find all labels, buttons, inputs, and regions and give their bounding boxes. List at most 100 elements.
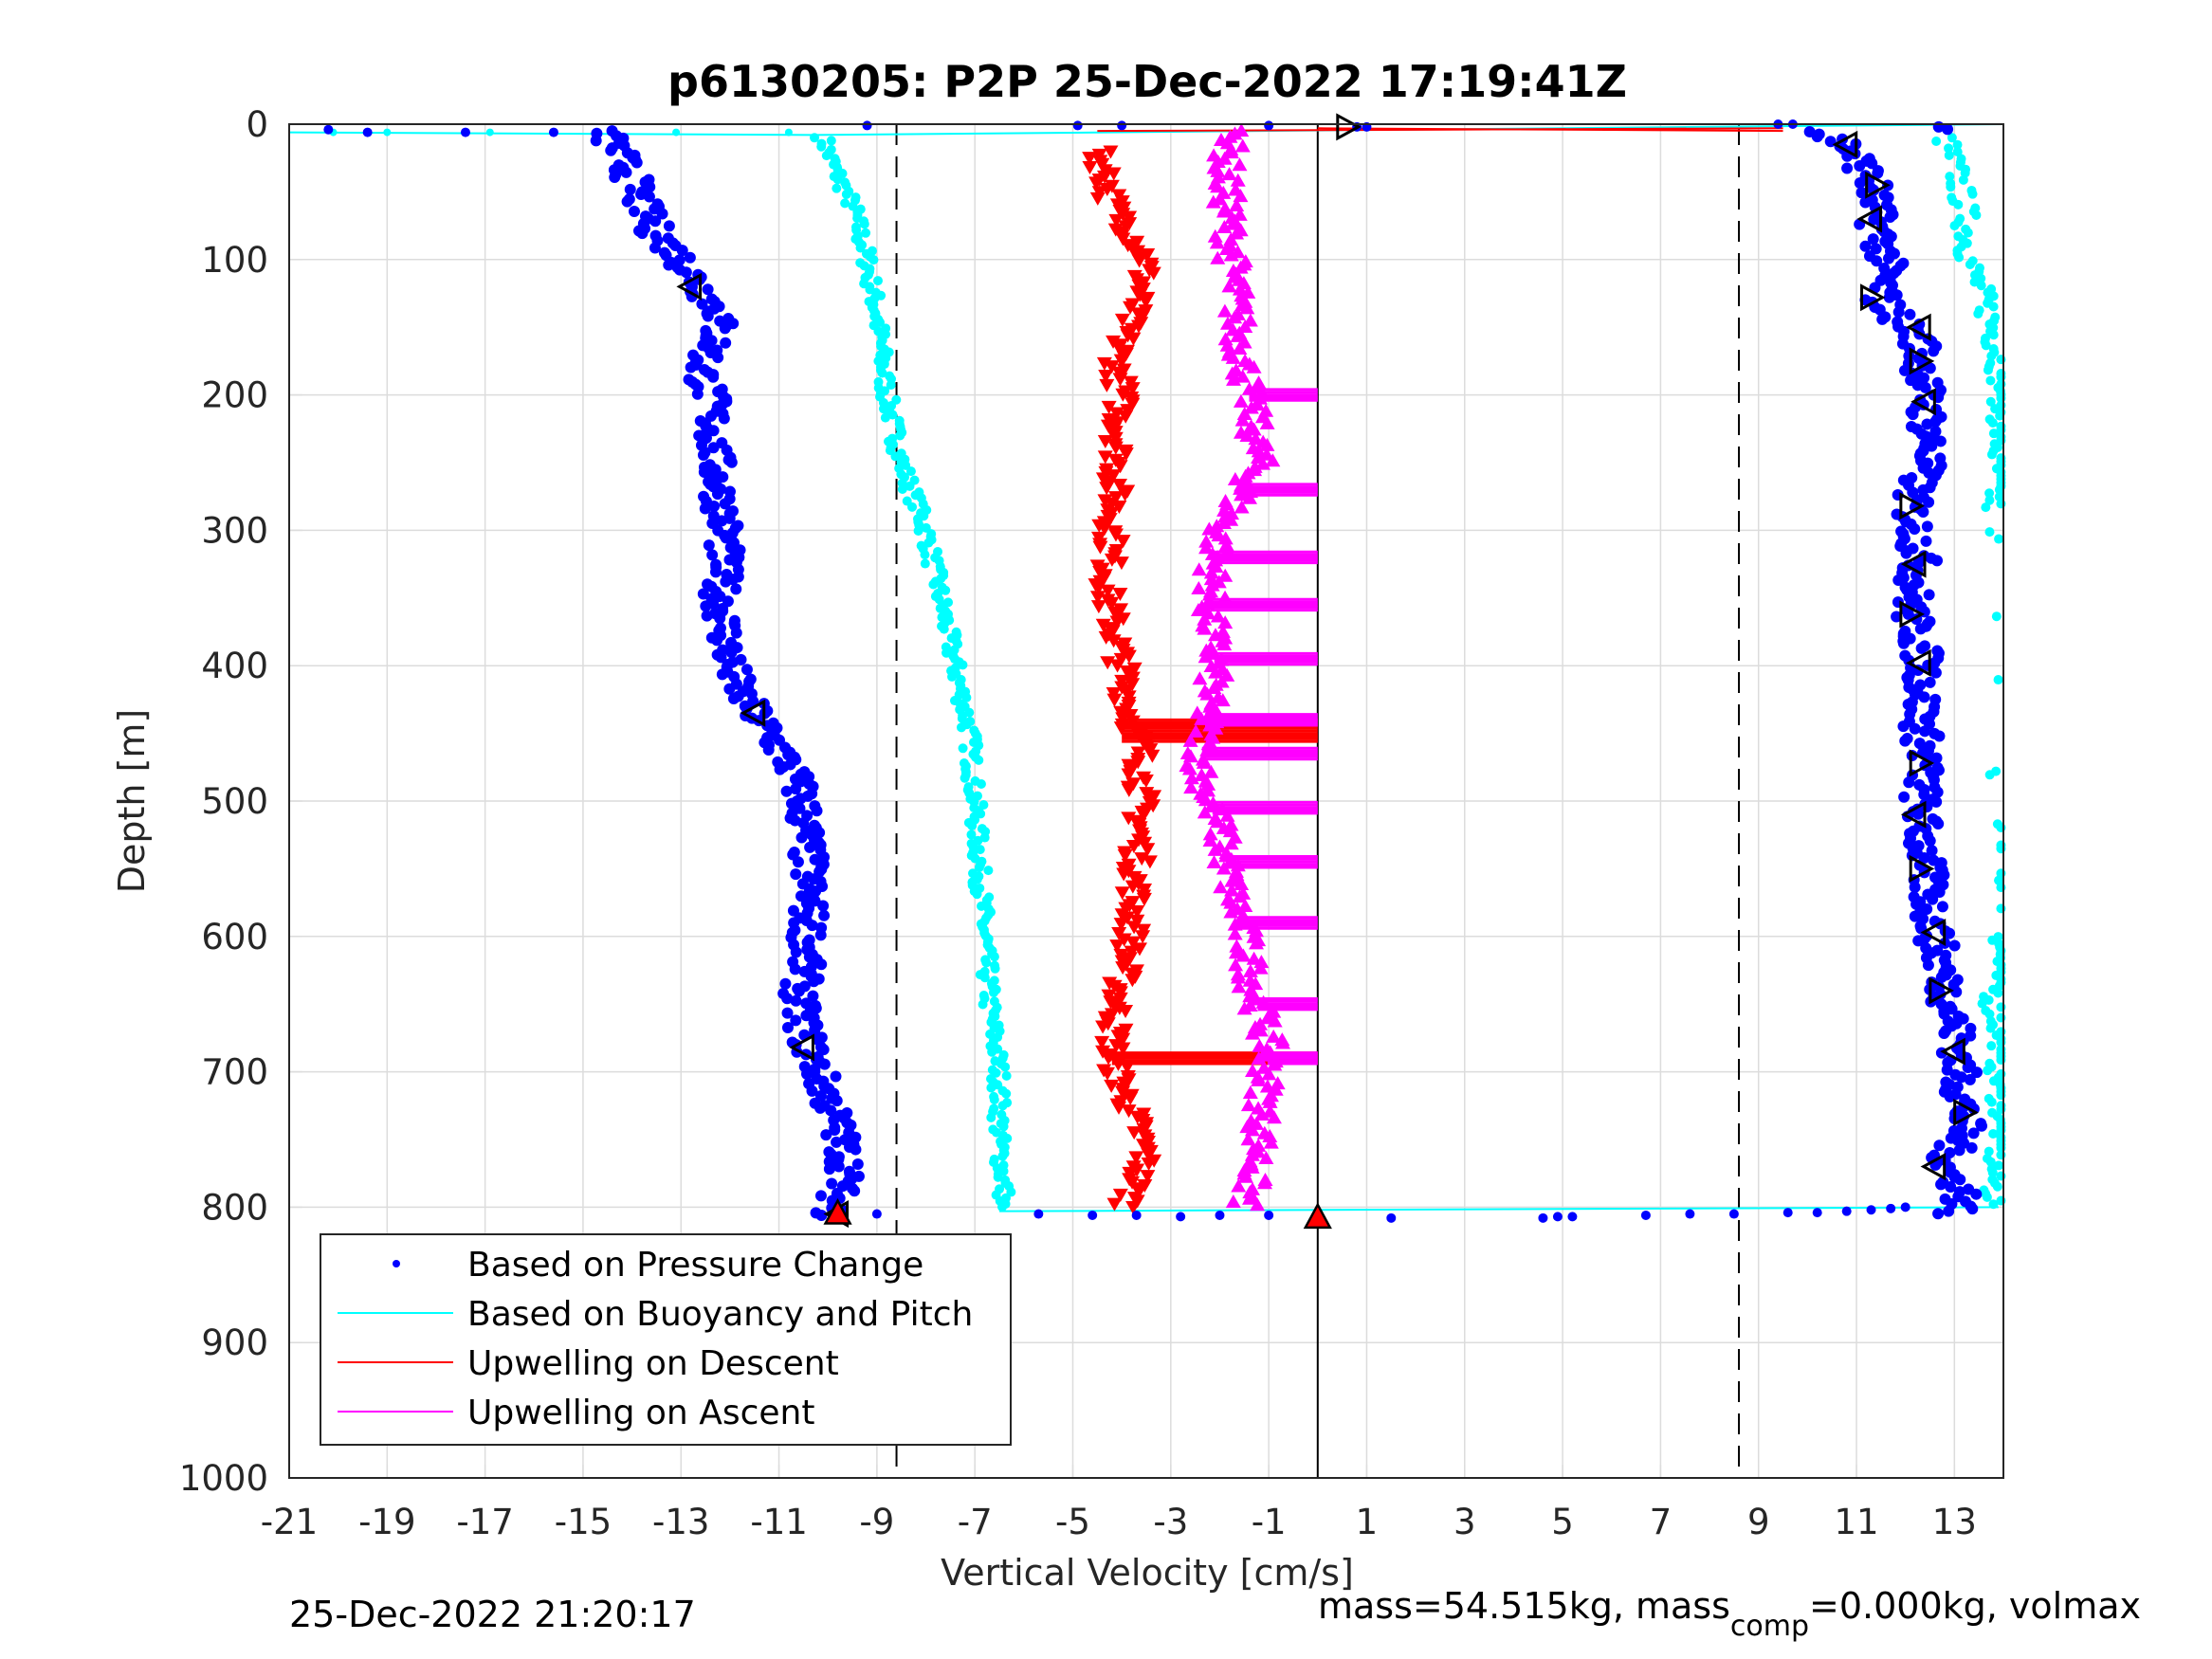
upwelling-descent-point bbox=[1138, 775, 1154, 789]
upwelling-ascent-point bbox=[1216, 204, 1232, 218]
pressure-ascent-point bbox=[1920, 535, 1932, 547]
pressure-descent-point bbox=[850, 1143, 862, 1156]
x-tick-label: -7 bbox=[958, 1502, 993, 1542]
pressure-ascent-point bbox=[1929, 666, 1942, 679]
upwelling-ascent-point bbox=[1231, 979, 1247, 994]
upwelling-ascent-point bbox=[1244, 1122, 1260, 1137]
upwelling-ascent-point bbox=[1223, 904, 1239, 919]
pressure-descent-point bbox=[790, 783, 802, 795]
upwelling-ascent-point bbox=[1210, 609, 1226, 623]
open-triangle-marker bbox=[1909, 749, 1935, 777]
upwelling-descent-point bbox=[1136, 892, 1152, 906]
legend: Based on Pressure Change Based on Buoyan… bbox=[320, 1233, 1012, 1446]
buoyancy-bottom-line bbox=[999, 1206, 1999, 1212]
open-triangle-marker bbox=[1929, 976, 1954, 1005]
buoyancy-descent-point bbox=[947, 671, 958, 682]
upwelling-ascent-point bbox=[1235, 948, 1252, 962]
buoyancy-descent-point bbox=[832, 174, 843, 185]
x-tick-labels: -21 -19 -17 -15 -13 -11 -9 -7 -5 -3 -1 1 3 5 7 9 11 13 bbox=[261, 1502, 1977, 1542]
upwelling-ascent-point bbox=[1210, 250, 1226, 264]
buoyancy-ascent-point bbox=[1988, 301, 1999, 312]
buoyancy-ascent-point bbox=[1965, 259, 1975, 269]
x-tick-label: -3 bbox=[1153, 1502, 1188, 1542]
buoyancy-ascent-point bbox=[1976, 281, 1986, 291]
upwelling-descent-point bbox=[1115, 535, 1131, 549]
buoyancy-ascent-point bbox=[1952, 139, 1963, 150]
pressure-ascent-point bbox=[1915, 642, 1928, 654]
pressure-descent-point bbox=[823, 1163, 835, 1176]
buoyancy-descent-point bbox=[855, 243, 866, 253]
pressure-bottom-point bbox=[1088, 1210, 1098, 1220]
buoyancy-descent-point bbox=[861, 228, 871, 238]
buoyancy-descent-point bbox=[821, 151, 832, 161]
pressure-ascent-point bbox=[1934, 435, 1947, 447]
upwelling-ascent-point bbox=[1266, 1029, 1282, 1043]
pressure-descent-point bbox=[725, 456, 738, 468]
upwelling-ascent-point bbox=[1221, 167, 1237, 181]
upwelling-descent-point bbox=[1140, 843, 1156, 857]
buoyancy-descent-point bbox=[920, 550, 930, 560]
upwelling-descent-point bbox=[1144, 749, 1161, 763]
pressure-descent-point bbox=[702, 283, 714, 296]
pressure-descent-point bbox=[712, 352, 724, 364]
buoyancy-ascent-point bbox=[1994, 1160, 2004, 1171]
y-tick-labels: 0 100 200 300 400 500 600 700 800 900 1000 bbox=[179, 104, 268, 1499]
upwelling-ascent-point bbox=[1241, 1191, 1257, 1205]
open-triangle-marker bbox=[1906, 648, 1931, 677]
pressure-ascent-point bbox=[1909, 722, 1921, 735]
buoyancy-descent-point bbox=[920, 558, 930, 569]
upwelling-descent-point bbox=[1113, 918, 1129, 932]
buoyancy-ascent-point bbox=[1991, 611, 2002, 622]
pressure-bottom-point bbox=[1552, 1212, 1563, 1222]
pressure-descent-point bbox=[697, 449, 709, 462]
pressure-ascent-point bbox=[1859, 240, 1872, 252]
upwelling-descent-point bbox=[1099, 378, 1115, 392]
pressure-descent-point bbox=[740, 664, 753, 676]
upwelling-ascent-point bbox=[1206, 681, 1222, 695]
pressure-bottom-point bbox=[1538, 1212, 1548, 1223]
open-triangle-marker bbox=[1860, 283, 1886, 312]
upwelling-descent-point bbox=[1118, 410, 1134, 424]
buoyancy-descent-point bbox=[975, 845, 985, 855]
buoyancy-descent-point bbox=[960, 773, 970, 783]
upwelling-ascent-point bbox=[1216, 303, 1233, 318]
pressure-ascent-point bbox=[1927, 893, 1939, 905]
x-tick-label: -9 bbox=[859, 1502, 894, 1542]
pressure-descent-point bbox=[715, 651, 727, 664]
buoyancy-ascent-point bbox=[1983, 1066, 1993, 1076]
pressure-bottom-point bbox=[1215, 1210, 1225, 1220]
upwelling-ascent-point bbox=[1206, 854, 1222, 868]
pressure-descent-point bbox=[719, 498, 731, 510]
pressure-descent-point bbox=[817, 900, 830, 912]
upwelling-descent-point bbox=[1121, 768, 1137, 782]
upwelling-ascent-point bbox=[1210, 814, 1226, 829]
upwelling-ascent-point bbox=[1244, 1159, 1260, 1174]
pressure-descent-point bbox=[663, 220, 675, 232]
footer-timestamp: 25-Dec-2022 21:20:17 bbox=[289, 1594, 696, 1635]
upwelling-descent-point bbox=[1089, 191, 1106, 206]
buoyancy-ascent-point bbox=[1987, 1167, 1998, 1177]
buoyancy-ascent-point bbox=[1981, 502, 1991, 513]
upwelling-descent-point bbox=[1104, 596, 1120, 611]
pressure-descent-point bbox=[702, 310, 714, 322]
upwelling-descent-point bbox=[1099, 482, 1115, 496]
pressure-ascent-point bbox=[1856, 187, 1868, 199]
upwelling-ascent-point bbox=[1230, 173, 1246, 187]
buoyancy-descent-point bbox=[976, 779, 986, 790]
buoyancy-ascent-point bbox=[1952, 147, 1963, 157]
pressure-ascent-point bbox=[1944, 927, 1956, 939]
buoyancy-ascent-point bbox=[1985, 375, 1996, 386]
upwelling-descent-point bbox=[1109, 659, 1125, 673]
upwelling-ascent-point bbox=[1223, 836, 1239, 850]
pressure-bottom-point bbox=[1886, 1203, 1896, 1213]
upwelling-descent-point bbox=[1112, 587, 1128, 601]
pressure-descent-point bbox=[790, 1014, 802, 1027]
upwelling-ascent-point bbox=[1226, 216, 1242, 230]
pressure-descent-point bbox=[800, 1067, 813, 1080]
pressure-ascent-point bbox=[1948, 939, 1961, 952]
upwelling-ascent-point bbox=[1191, 580, 1207, 594]
upwelling-ascent-point bbox=[1230, 970, 1246, 984]
pressure-descent-point bbox=[718, 412, 730, 425]
upwelling-ascent-point bbox=[1240, 1132, 1256, 1146]
pressure-surface-point bbox=[1072, 120, 1083, 131]
